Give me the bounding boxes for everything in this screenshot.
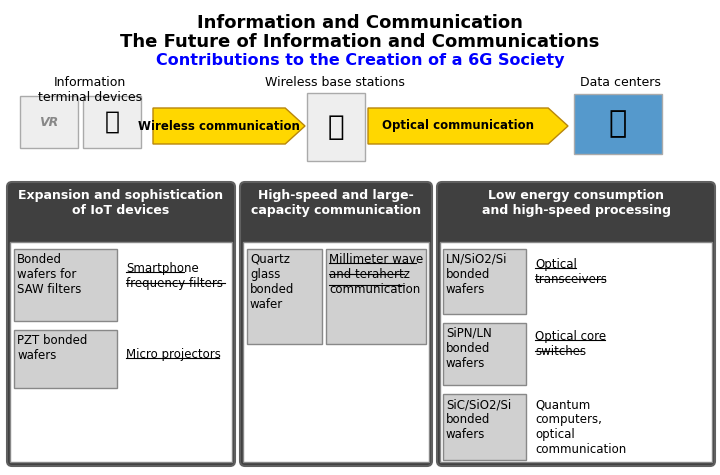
Bar: [443, 249, 526, 314]
Text: High-speed and large-
capacity communication: High-speed and large- capacity communica…: [251, 189, 421, 217]
Bar: [440, 242, 712, 462]
Bar: [14, 330, 117, 388]
Text: SiC/SiO2/Si
bonded
wafers: SiC/SiO2/Si bonded wafers: [446, 398, 511, 441]
Bar: [20, 96, 78, 148]
Text: Bonded
wafers for
SAW filters: Bonded wafers for SAW filters: [17, 253, 81, 296]
Bar: [243, 242, 429, 462]
Text: 💾: 💾: [609, 110, 627, 139]
Text: Information
terminal devices: Information terminal devices: [38, 76, 142, 104]
Text: Data centers: Data centers: [580, 76, 660, 89]
Text: SiPN/LN
bonded
wafers: SiPN/LN bonded wafers: [446, 327, 492, 370]
Bar: [247, 249, 322, 344]
Text: Wireless communication: Wireless communication: [138, 120, 300, 133]
Text: Expansion and sophistication
of IoT devices: Expansion and sophistication of IoT devi…: [19, 189, 224, 217]
Bar: [443, 323, 526, 385]
Text: PZT bonded
wafers: PZT bonded wafers: [17, 334, 87, 362]
FancyBboxPatch shape: [7, 182, 235, 466]
Bar: [307, 93, 365, 161]
Text: Information and Communication: Information and Communication: [197, 14, 523, 32]
FancyBboxPatch shape: [240, 182, 432, 466]
Bar: [14, 249, 117, 321]
Text: 📡: 📡: [328, 113, 344, 141]
Text: Low energy consumption
and high-speed processing: Low energy consumption and high-speed pr…: [482, 189, 670, 217]
Text: The Future of Information and Communications: The Future of Information and Communicat…: [120, 33, 600, 51]
Text: LN/SiO2/Si
bonded
wafers: LN/SiO2/Si bonded wafers: [446, 253, 508, 296]
Text: Smartphone
frequency filters: Smartphone frequency filters: [126, 262, 223, 290]
Text: Micro projectors: Micro projectors: [126, 348, 221, 361]
Bar: [326, 249, 426, 344]
Text: Quartz
glass
bonded
wafer: Quartz glass bonded wafer: [250, 253, 294, 311]
Polygon shape: [368, 108, 568, 144]
Text: Millimeter wave
and terahertz
communication: Millimeter wave and terahertz communicat…: [329, 253, 423, 296]
Text: Wireless base stations: Wireless base stations: [265, 76, 405, 89]
Bar: [10, 242, 232, 462]
FancyBboxPatch shape: [437, 182, 715, 466]
Text: VR: VR: [40, 115, 58, 129]
Text: Contributions to the Creation of a 6G Society: Contributions to the Creation of a 6G So…: [156, 53, 564, 68]
Text: Optical
transceivers: Optical transceivers: [535, 258, 608, 286]
Text: Quantum
computers,
optical
communication: Quantum computers, optical communication: [535, 398, 626, 456]
Bar: [83, 96, 141, 148]
Text: Optical core
switches: Optical core switches: [535, 330, 606, 358]
Polygon shape: [153, 108, 305, 144]
Bar: [574, 94, 662, 154]
Text: 📱: 📱: [104, 110, 120, 134]
Text: Optical communication: Optical communication: [382, 120, 534, 133]
Bar: [443, 394, 526, 460]
